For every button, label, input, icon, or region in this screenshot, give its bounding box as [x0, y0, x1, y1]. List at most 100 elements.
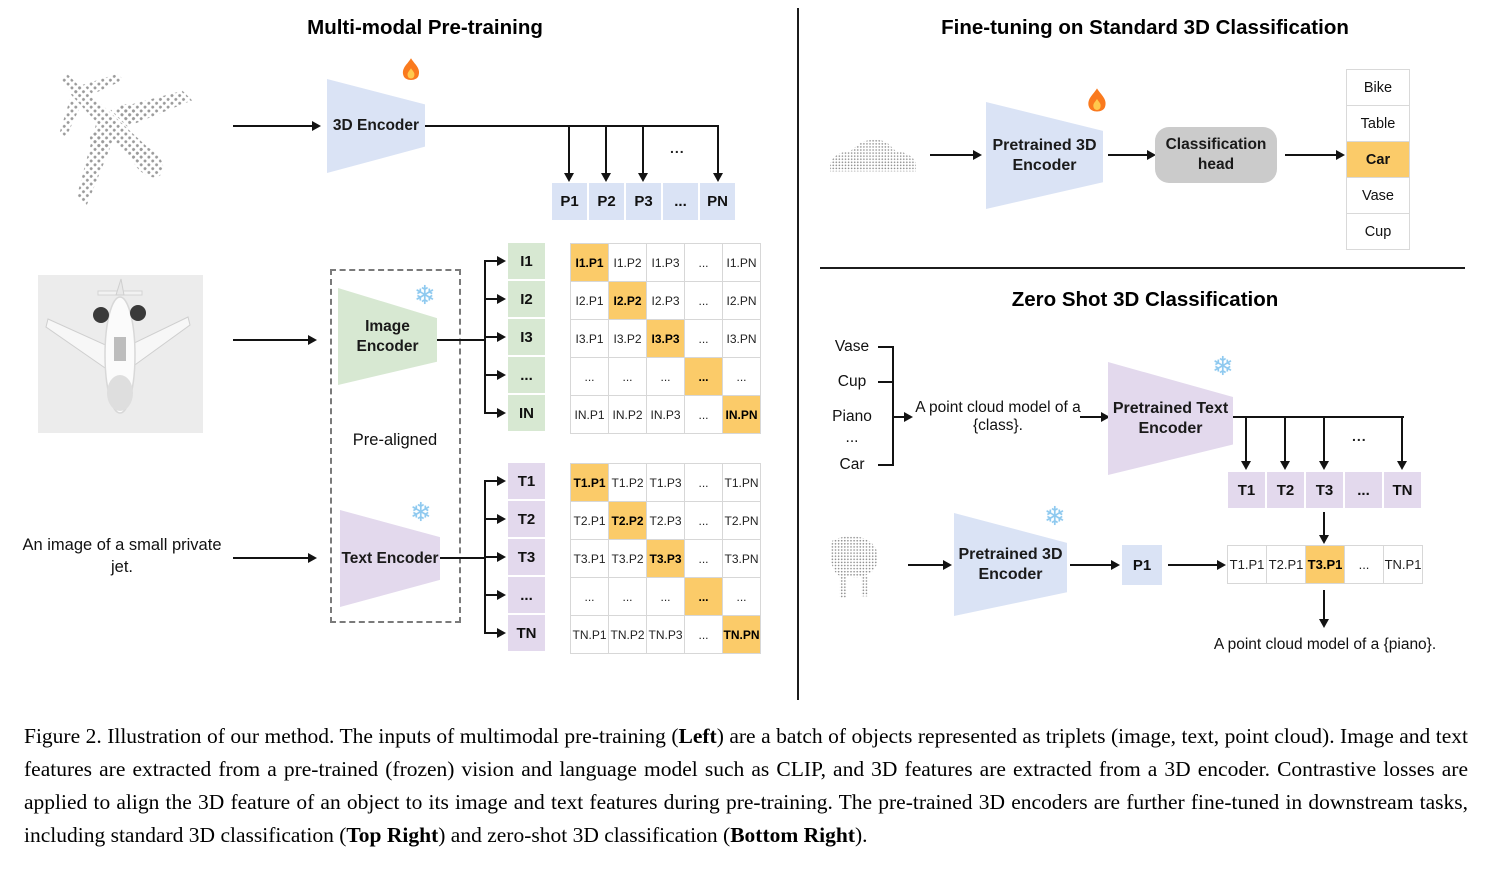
line-3d-encoder-output [425, 125, 719, 127]
arrow-car-to-encoder [930, 150, 982, 160]
matrix-cell: ... [685, 320, 723, 358]
fan-ellipsis: ... [670, 140, 685, 156]
pretraining-title: Multi-modal Pre-training [307, 16, 543, 39]
class-word: Vase [834, 338, 870, 355]
matrix-cell: ... [609, 358, 647, 396]
p-feature-cell: PN [700, 183, 735, 220]
zeroshot-title: Zero Shot 3D Classification [1011, 288, 1279, 311]
matrix-cell: I3.PN [723, 320, 761, 358]
arrow-to-p2 [601, 127, 611, 182]
arrow-to-pn [713, 127, 723, 182]
matrix-cell: ... [571, 578, 609, 616]
matrix-cell: ... [685, 578, 723, 616]
snowflake-icon: ❄ [410, 498, 432, 528]
line-text-encoder-output [440, 557, 485, 559]
matrix-cell: I1.PN [723, 244, 761, 282]
matrix-cell: I3.P1 [571, 320, 609, 358]
text-feature-cell: T2 [508, 501, 545, 537]
text-feature-cell: T1 [1228, 472, 1265, 508]
text-feature-cell: ... [508, 577, 545, 613]
bracket-spine [892, 346, 894, 466]
arrow-to-t3-zs [1319, 418, 1329, 470]
matrix-cell: I2.P1 [571, 282, 609, 320]
matrix-cell: ... [685, 282, 723, 320]
text-feature-cell: T1 [508, 463, 545, 499]
matrix-cell: I1.P3 [647, 244, 685, 282]
snowflake-icon: ❄ [1044, 502, 1066, 532]
arrow-to-i-dots [485, 370, 506, 380]
matrix-cell: T1.P2 [609, 464, 647, 502]
classification-head: Classification head [1155, 127, 1277, 183]
matrix-cell: IN.P3 [647, 396, 685, 434]
p-feature-row: P1 P2 P3... PN [552, 183, 735, 220]
arrow-to-i3 [485, 332, 506, 342]
arrow-encoder-to-head [1108, 150, 1156, 160]
text-feature-cell: TN [508, 615, 545, 651]
arrow-to-in [485, 408, 506, 418]
matrix-cell: ... [647, 358, 685, 396]
matrix-cell: TN.P2 [609, 616, 647, 654]
class-word: Piano [832, 408, 872, 425]
class-cell: Bike [1346, 69, 1410, 106]
matrix-cell: I3.P3 [647, 320, 685, 358]
image-feature-cell: I1 [508, 243, 545, 279]
line-image-encoder-output [437, 339, 485, 341]
class-cell: Cup [1346, 213, 1410, 250]
figure-caption: Figure 2. Illustration of our method. Th… [24, 724, 1468, 847]
p-feature-cell: P2 [589, 183, 624, 220]
horizontal-divider [820, 267, 1465, 269]
text-feature-cell: T2 [1267, 472, 1304, 508]
arrow-head-to-classes [1285, 150, 1345, 160]
image-feature-cell: ... [508, 357, 545, 393]
matrix-cell: T2.PN [723, 502, 761, 540]
arrow-to-t2-zs [1280, 418, 1290, 470]
p1-feature-cell: P1 [1122, 545, 1162, 585]
matrix-cell: ... [609, 578, 647, 616]
text-feature-column: T1 T2 T3... TN [508, 463, 545, 651]
matrix-cell: TN.P1 [571, 616, 609, 654]
snowflake-icon: ❄ [1212, 352, 1234, 382]
matrix-cell: T1.P3 [647, 464, 685, 502]
similarity-cell: T1.P1 [1228, 546, 1267, 584]
arrow-trow-to-result [1319, 512, 1329, 544]
class-word: Car [839, 456, 865, 473]
arrow-to-t1-zs [1241, 418, 1251, 470]
p-feature-cell: P3 [626, 183, 661, 220]
matrix-cell: TN.PN [723, 616, 761, 654]
vertical-divider [797, 8, 799, 700]
matrix-cell: T3.PN [723, 540, 761, 578]
matrix-cell: ... [685, 358, 723, 396]
similarity-cell: TN.P1 [1384, 546, 1423, 584]
pre-aligned-box [330, 269, 461, 623]
image-feature-cell: IN [508, 395, 545, 431]
jet-photo [38, 275, 203, 433]
matrix-cell: ... [685, 464, 723, 502]
arrow-result-to-caption [1319, 590, 1329, 628]
arrow-pc-to-3d-encoder [233, 121, 321, 131]
car-point-cloud [830, 139, 916, 172]
bracket-tick-cup [878, 381, 894, 383]
finetune-title: Fine-tuning on Standard 3D Classificatio… [941, 16, 1349, 39]
matrix-cell: T2.P1 [571, 502, 609, 540]
text-feature-cell: ... [1345, 472, 1382, 508]
matrix-cell: TN.P3 [647, 616, 685, 654]
matrix-cell: ... [571, 358, 609, 396]
text-point-similarity-matrix: T1.P1 T1.P2 T1.P3... T1.PN T2.P1 T2.P2 T2.P3..… [570, 463, 761, 654]
matrix-cell: I2.PN [723, 282, 761, 320]
matrix-cell: ... [647, 578, 685, 616]
matrix-cell: T1.PN [723, 464, 761, 502]
class-word: ... [845, 429, 859, 446]
text-feature-cell: T3 [508, 539, 545, 575]
image-feature-column: I1 I2 I3... IN [508, 243, 545, 431]
matrix-cell: ... [685, 540, 723, 578]
fire-icon [1088, 88, 1106, 112]
arrow-to-tn-zs [1397, 418, 1407, 470]
class-cell: Vase [1346, 177, 1410, 214]
matrix-cell: ... [685, 502, 723, 540]
matrix-cell: I3.P2 [609, 320, 647, 358]
fan-ellipsis-zs: ... [1352, 428, 1367, 444]
arrow-to-t-dots [485, 590, 506, 600]
arrow-to-i2 [485, 294, 506, 304]
matrix-cell: I1.P2 [609, 244, 647, 282]
